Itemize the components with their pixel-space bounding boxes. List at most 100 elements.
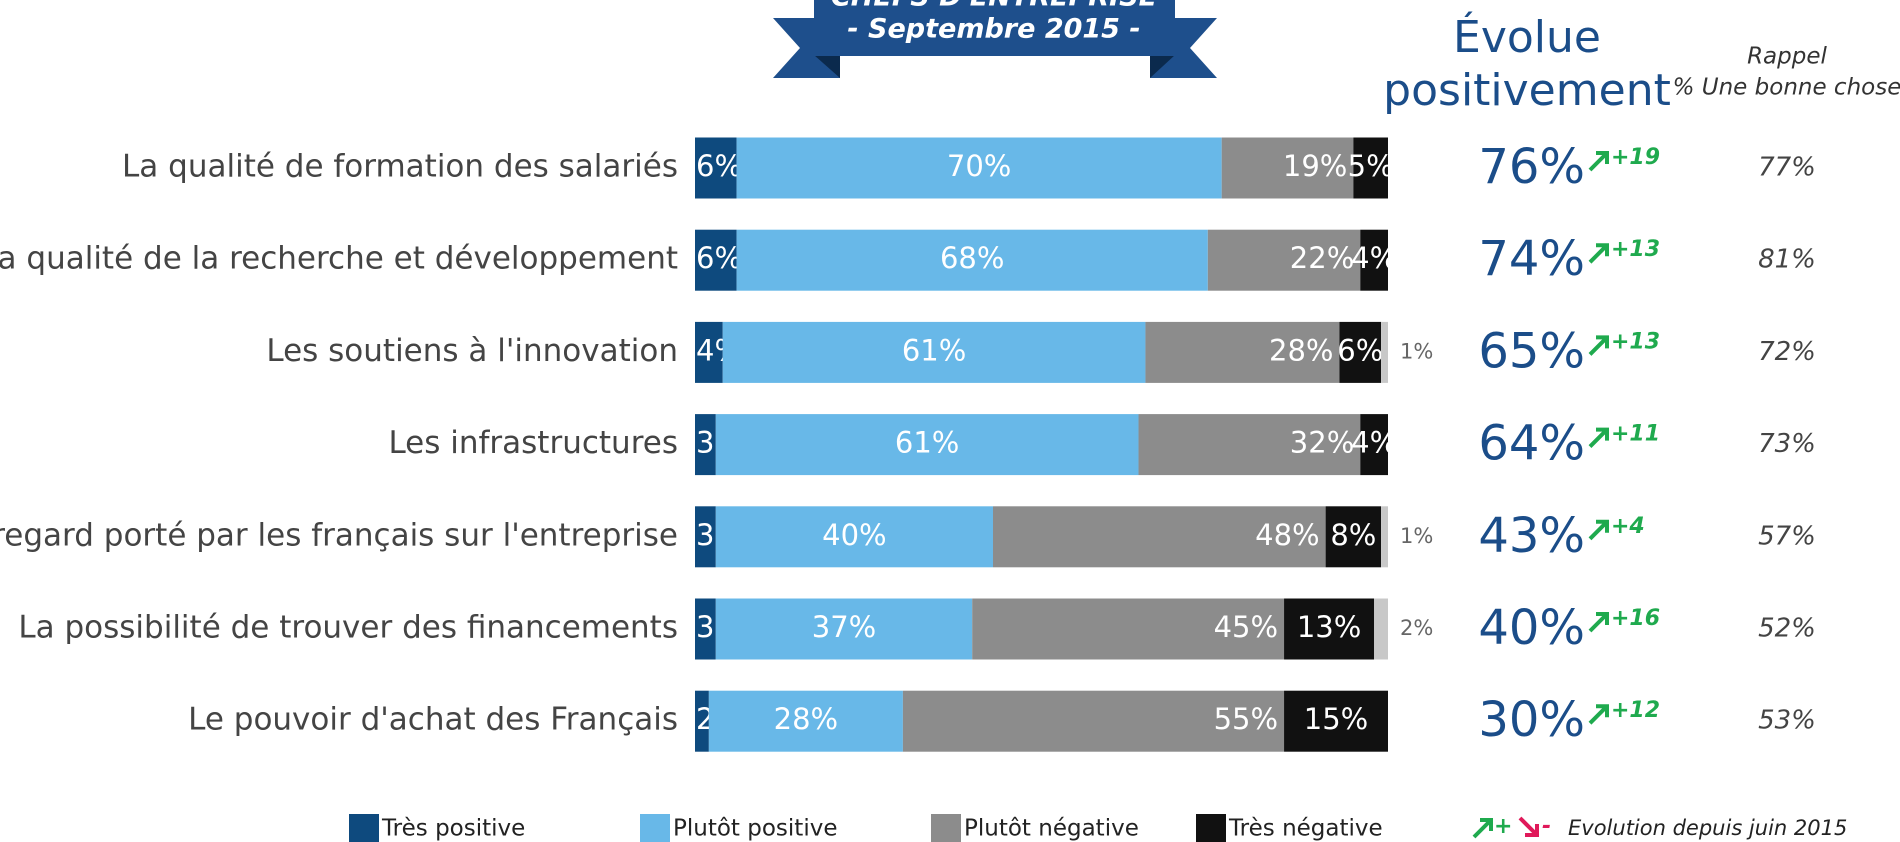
bar-segment: [695, 598, 716, 660]
evolution-change: +13: [1611, 329, 1660, 354]
bar-segment: [1325, 506, 1382, 568]
bar-segment: [992, 506, 1326, 568]
banner-fold: [1150, 55, 1175, 78]
value-label: 32%: [1290, 426, 1354, 460]
banner-line: CHEFS D'ENTREPRISE: [831, 0, 1158, 13]
column-subtitle: % Une bonne chose: [1673, 75, 1900, 101]
bar-segment: [736, 137, 1222, 199]
banner: CHEFS D'ENTREPRISE - Septembre 2015 -: [773, 0, 1217, 78]
bar-segment: [1360, 229, 1388, 291]
legend-swatch: [1196, 814, 1226, 842]
legend-label: Plutôt positive: [673, 816, 837, 842]
bar-segment: [715, 506, 993, 568]
bar-segment: [1138, 414, 1361, 476]
bar-segment: [1353, 137, 1388, 199]
category-label: Le regard porté par les français sur l'e…: [0, 517, 678, 553]
bar-segment: [1381, 506, 1388, 568]
banner-box: [814, 0, 1175, 56]
value-label: 4%: [1351, 426, 1397, 460]
value-label: 70%: [947, 149, 1011, 183]
category-label: La qualité de la recherche et développem…: [0, 241, 678, 277]
value-label: 55%: [1214, 702, 1278, 736]
bar-segment: [695, 137, 737, 199]
rappel-value: 77%: [1758, 153, 1816, 183]
bar-segment: [695, 229, 737, 291]
value-label: 68%: [940, 241, 1004, 275]
evolution-change: +11: [1611, 422, 1660, 447]
rappel-value: 52%: [1758, 614, 1816, 644]
bar-segment: [695, 321, 723, 383]
banner-line: - Septembre 2015 -: [847, 14, 1140, 45]
evolution-change: +4: [1611, 514, 1645, 539]
bar-segment: [715, 598, 973, 660]
legend-label: Très positive: [381, 816, 525, 842]
arrow-icon: [1588, 427, 1609, 449]
rappel-value: 81%: [1758, 245, 1816, 275]
bar-segment: [695, 690, 709, 752]
legend-swatch: [931, 814, 961, 842]
value-label: 15%: [1304, 702, 1368, 736]
bar-segment: [1374, 598, 1388, 660]
bar-segment: [1221, 137, 1354, 199]
value-label: 22%: [1290, 241, 1354, 275]
banner-fold: [814, 55, 840, 78]
arrow-icon: [1588, 335, 1609, 356]
bar-segment: [1145, 321, 1340, 383]
value-label: 28%: [1269, 333, 1333, 367]
bar-segment: [715, 414, 1139, 476]
evolution-change: +16: [1611, 606, 1660, 631]
rappel-value: 72%: [1758, 337, 1816, 367]
category-label: Le pouvoir d'achat des Français: [188, 702, 678, 738]
evolution-value: 76%: [1478, 139, 1585, 195]
evolution-value: 65%: [1478, 323, 1585, 379]
evolution-value: 74%: [1478, 231, 1585, 287]
bar-segment: [695, 506, 716, 568]
value-label: 6%: [696, 241, 742, 275]
column-title: Rappel: [1747, 44, 1827, 70]
value-label: 4%: [1351, 241, 1397, 275]
value-label: 5%: [1348, 149, 1394, 183]
bar-segment: [736, 229, 1208, 291]
legend-swatch: [349, 814, 379, 842]
category-label: Les soutiens à l'innovation: [266, 333, 678, 369]
value-label: 48%: [1255, 518, 1319, 552]
bar-segment: [972, 598, 1285, 660]
bar-segment: [1360, 414, 1388, 476]
evolution-value: 64%: [1478, 416, 1585, 472]
legend-sign: -: [1542, 814, 1551, 839]
arrow-icon: [1588, 151, 1609, 172]
category-label: Les infrastructures: [388, 425, 678, 461]
bar-segment: [1207, 229, 1361, 291]
bar-segment: [1339, 321, 1382, 383]
evolution-change: +19: [1611, 145, 1660, 170]
evolution-value: 40%: [1478, 600, 1585, 656]
bar-segment: [695, 414, 716, 476]
value-label: 8%: [1330, 518, 1376, 552]
value-label: 45%: [1214, 610, 1278, 644]
arrow-icon: [1588, 612, 1609, 633]
column-title: positivement: [1383, 65, 1671, 116]
value-label: 61%: [902, 333, 966, 367]
value-label: 28%: [774, 702, 838, 736]
value-label: 61%: [895, 426, 959, 460]
value-label: 6%: [696, 149, 742, 183]
bar-segment: [722, 321, 1146, 383]
value-label: 40%: [822, 518, 886, 552]
legend-label: Très négative: [1228, 816, 1383, 842]
evolution-value: 30%: [1478, 692, 1585, 748]
rappel-value: 57%: [1758, 521, 1816, 551]
evolution-value: 43%: [1478, 508, 1585, 564]
arrow-icon: [1588, 519, 1609, 541]
value-label: 1%: [1400, 339, 1433, 363]
category-label: La qualité de formation des salariés: [122, 149, 678, 185]
bar-segment: [708, 690, 903, 752]
legend-note: Evolution depuis juin 2015: [1568, 816, 1847, 840]
value-label: 6%: [1337, 333, 1383, 367]
value-label: 19%: [1283, 149, 1347, 183]
arrow-icon: [1588, 243, 1609, 264]
value-label: 37%: [812, 610, 876, 644]
rappel-value: 73%: [1758, 429, 1816, 459]
rappel-value: 53%: [1758, 706, 1816, 736]
arrow-icon: [1588, 704, 1609, 725]
